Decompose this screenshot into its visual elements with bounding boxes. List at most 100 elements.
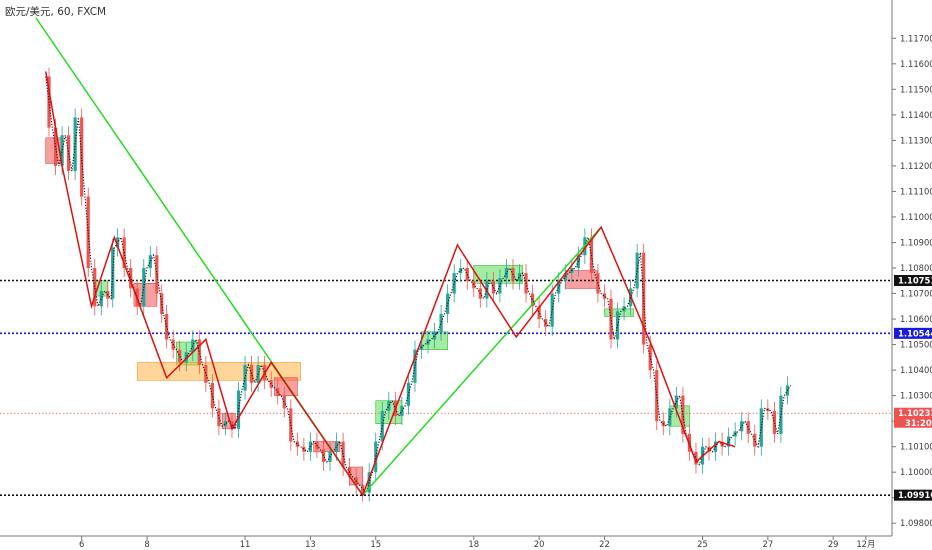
candle-up: [236, 390, 241, 429]
candle-up: [668, 408, 672, 427]
candle-up: [439, 313, 443, 332]
price-path-layer: [45, 76, 792, 494]
price-tag: [894, 275, 932, 287]
candle-down: [197, 339, 201, 365]
candle-up: [452, 273, 456, 294]
candle-down: [178, 349, 182, 363]
y-tick-label: 1.11100: [900, 186, 932, 196]
candle-up: [367, 472, 371, 493]
candle-up: [223, 421, 228, 427]
x-tick-label: 27: [763, 539, 774, 549]
candle-down: [217, 408, 221, 427]
time-axis[interactable]: 6 8 11 13 15 18 20 22 25 27 29 12月: [0, 535, 892, 549]
y-tick-label: 1.10000: [900, 467, 932, 477]
y-tick-label: 1.10600: [900, 314, 932, 324]
candle-down: [772, 410, 776, 434]
candle-up: [148, 255, 152, 268]
price-tag: [894, 327, 932, 339]
y-tick-label: 1.10400: [900, 365, 932, 375]
price-tag-label: 1.10544: [898, 328, 932, 338]
price-tag-label: 1.10231: [898, 408, 932, 418]
candle-up: [635, 252, 639, 289]
y-tick-label: 1.10300: [900, 391, 932, 401]
candle-up: [563, 273, 567, 281]
candle-down: [160, 293, 164, 314]
candle-up: [557, 280, 561, 294]
candle-up: [674, 395, 678, 409]
zigzag-layer: [35, 17, 736, 497]
y-tick-label: 1.09800: [900, 518, 932, 528]
y-tick-label: 1.11700: [900, 33, 932, 43]
candle-down: [746, 421, 750, 434]
candle-up: [116, 237, 120, 248]
candle-up: [550, 293, 554, 327]
candle-down: [465, 268, 469, 281]
x-tick-label: 22: [599, 539, 610, 549]
price-tag-label: 1.09910: [898, 490, 932, 500]
x-tick-label: 12月: [856, 539, 875, 549]
zone-red: [564, 270, 599, 289]
price-path-dotted: [45, 76, 792, 494]
x-tick-label: 8: [144, 539, 149, 549]
candle-down: [753, 433, 757, 447]
candle-up: [99, 290, 103, 307]
candle-down: [655, 370, 659, 422]
candle-down: [295, 441, 299, 447]
price-tag: [894, 407, 932, 428]
candle-down: [361, 484, 365, 493]
x-tick-label: 15: [370, 539, 381, 549]
candle-down: [86, 196, 90, 268]
price-tag: [894, 489, 932, 501]
bar-countdown: 31:20: [905, 418, 932, 428]
candle-down: [269, 380, 273, 388]
candle-down: [491, 280, 495, 294]
candle-down: [530, 293, 535, 307]
price-axis[interactable]: 1.11700 1.11600 1.11500 1.11400 1.11300 1.112…: [891, 0, 932, 536]
candle-up: [504, 268, 509, 279]
candle-up: [446, 293, 450, 314]
y-tick-label: 1.10800: [900, 263, 932, 273]
candle-up: [517, 273, 522, 281]
candle-down: [707, 446, 711, 452]
levels-layer: [0, 279, 892, 496]
x-tick-label: 20: [534, 539, 545, 549]
candle-up: [459, 268, 463, 274]
candle-down: [602, 293, 607, 299]
candle-up: [727, 436, 731, 447]
candles-layer: [47, 67, 790, 502]
candle-down: [80, 117, 84, 197]
candle-down: [681, 395, 685, 434]
y-tick-label: 1.11500: [900, 84, 932, 94]
y-tick-label: 1.11600: [900, 59, 932, 69]
y-tick-label: 1.11000: [900, 212, 932, 222]
candle-down: [249, 364, 254, 383]
y-tick-label: 1.10500: [900, 340, 932, 350]
x-tick-label: 18: [468, 539, 479, 549]
symbol-label: 欧元/美元, 60, FXCM: [5, 6, 107, 18]
candle-down: [537, 306, 541, 320]
candle-up: [406, 382, 411, 406]
y-tick-label: 1.11300: [900, 135, 932, 145]
candle-up: [413, 349, 417, 383]
candle-down: [609, 298, 613, 340]
y-tick-label: 1.10700: [900, 289, 932, 299]
candle-down: [694, 451, 698, 465]
candle-down: [648, 344, 652, 371]
candle-down: [67, 135, 71, 172]
candle-down: [93, 268, 97, 307]
candle-down: [321, 449, 326, 462]
candle-up: [334, 441, 339, 452]
candle-down: [204, 364, 208, 383]
candle-up: [374, 441, 378, 473]
candle-up: [432, 331, 437, 340]
y-tick-label: 1.10900: [900, 237, 932, 247]
y-tick-label: 1.11400: [900, 110, 932, 120]
zigzag-minor-line: [45, 71, 736, 497]
candle-up: [622, 306, 626, 312]
candle-down: [129, 268, 133, 289]
zone-green: [604, 308, 635, 317]
candle-down: [302, 446, 306, 452]
